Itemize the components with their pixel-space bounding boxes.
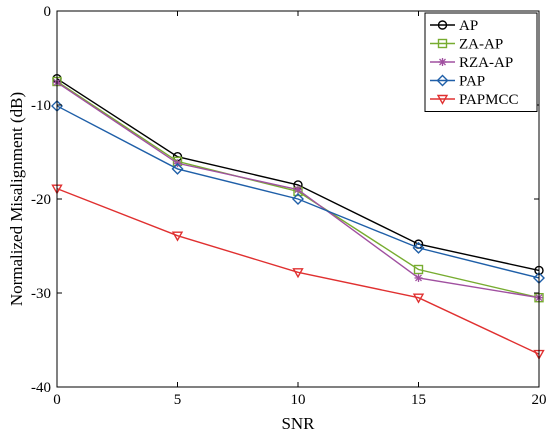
- data-point-rza-ap: [294, 185, 302, 194]
- series-line-papmcc: [56, 188, 540, 355]
- x-tick-label: 20: [532, 392, 547, 408]
- legend-label: PAP: [459, 74, 485, 90]
- x-tick-label: 15: [411, 392, 426, 408]
- y-tick-label: 0: [44, 4, 52, 20]
- legend-marker-papmcc: [436, 94, 449, 105]
- data-point-pap: [171, 162, 184, 175]
- series-line-ap: [56, 78, 540, 272]
- x-tick-label: 5: [174, 392, 182, 408]
- y-tick-label: -40: [31, 380, 51, 396]
- data-point-papmcc: [412, 293, 425, 304]
- legend-marker-pap: [436, 74, 449, 87]
- legend-marker-za-ap: [437, 38, 448, 49]
- x-tick-label: 0: [53, 392, 61, 408]
- series-line-pap: [56, 105, 540, 279]
- legend: AP ZA-AP RZA-AP PAP PAPMCC: [424, 12, 538, 112]
- legend-label: PAPMCC: [459, 92, 519, 108]
- legend-entry-pap: PAP: [430, 74, 485, 90]
- legend-label: AP: [459, 18, 478, 34]
- legend-label: RZA-AP: [459, 55, 513, 71]
- legend-marker-ap: [437, 20, 448, 30]
- data-point-pap: [412, 241, 425, 254]
- axes: 0 5 10 15 20 0 -10 -20 -30 -40 SNR Normalized Misal…: [7, 4, 547, 433]
- x-axis-label: SNR: [281, 414, 315, 433]
- y-tick-label: -10: [31, 98, 51, 114]
- legend-label: ZA-AP: [459, 37, 503, 53]
- y-axis-label: Normalized Misalignment (dB): [7, 92, 26, 306]
- data-point-pap: [292, 193, 304, 205]
- data-point-papmcc: [292, 268, 304, 279]
- data-point-papmcc: [171, 231, 184, 242]
- x-tick-label: 10: [291, 392, 306, 408]
- y-tick-label: -30: [31, 286, 51, 302]
- data-point-rza-ap: [414, 273, 423, 282]
- legend-entry-rza-ap: RZA-AP: [430, 55, 513, 71]
- legend-entry-za-ap: ZA-AP: [430, 37, 503, 53]
- legend-entry-papmcc: PAPMCC: [430, 92, 519, 108]
- y-tick-label: -20: [31, 192, 51, 208]
- legend-entry-ap: AP: [430, 18, 478, 34]
- legend-marker-rza-ap: [438, 58, 447, 66]
- data-point-za-ap: [413, 264, 424, 275]
